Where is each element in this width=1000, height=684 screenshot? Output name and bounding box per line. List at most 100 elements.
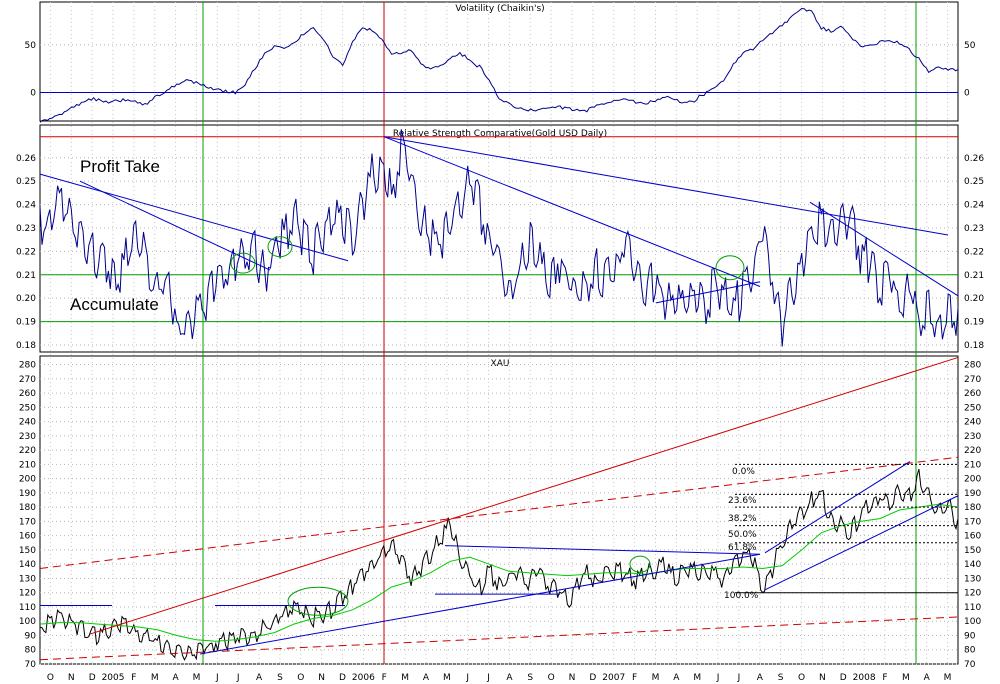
highlight-circle-1 (267, 236, 293, 258)
xau-support (199, 553, 761, 655)
fib-label-618: 61.8% (728, 543, 757, 553)
y-tick-label: 150 (19, 546, 36, 556)
highlight-circle-0 (230, 252, 256, 274)
y-tick-label: 0.23 (16, 224, 36, 234)
y-tick-label: 0.26 (16, 154, 36, 164)
y-tick-label: 90 (25, 631, 37, 641)
y-tick-label: 70 (25, 660, 37, 670)
x-tick-label: M (652, 673, 660, 683)
y-tick-label: 250 (964, 403, 981, 413)
y-tick-label: 180 (19, 503, 36, 513)
xau-channel-blue-high (764, 461, 911, 554)
x-tick-label: J (716, 673, 720, 683)
xau-moving-average (39, 503, 959, 642)
y-tick-label: 210 (19, 460, 36, 470)
fib-label-100: 100.0% (724, 591, 759, 601)
x-tick-label: O (548, 673, 555, 683)
xau-channel-low (39, 616, 959, 661)
x-tick-label: M (944, 673, 952, 683)
rsc-title: Relative Strength Comparative(Gold USD D… (393, 129, 607, 139)
y-tick-label: 50 (25, 41, 37, 51)
x-tick-label: A (506, 673, 513, 683)
y-tick-label: 0.22 (16, 247, 36, 257)
y-tick-label: 90 (964, 631, 976, 641)
y-tick-label: 80 (964, 646, 976, 656)
x-tick-label: 2005 (102, 673, 125, 683)
y-tick-label: 130 (19, 574, 36, 584)
fib-label-50: 50.0% (728, 530, 757, 540)
x-tick-label: 2007 (602, 673, 625, 683)
y-tick-label: 270 (964, 375, 981, 385)
x-tick-label: 2006 (352, 673, 375, 683)
rsc-trend-1 (39, 173, 349, 262)
y-tick-label: 210 (964, 460, 981, 470)
y-tick-label: 140 (964, 560, 981, 570)
y-tick-label: 280 (964, 361, 981, 371)
y-tick-label: 110 (964, 603, 981, 613)
x-tick-label: O (798, 673, 805, 683)
xau-price-line (39, 468, 959, 661)
highlight-circle-4 (629, 555, 651, 573)
volatility-line (39, 7, 959, 123)
x-tick-label: D (840, 673, 847, 683)
y-tick-label: 240 (19, 418, 36, 428)
xau-trend-up (89, 356, 959, 635)
xau-title: XAU (491, 359, 510, 369)
y-tick-label: 120 (964, 589, 981, 599)
x-tick-label: N (318, 673, 325, 683)
x-tick-label: F (131, 673, 136, 683)
y-tick-label: 100 (19, 617, 36, 627)
fib-label-236: 23.6% (728, 496, 757, 506)
y-tick-label: 0 (964, 88, 970, 98)
y-tick-label: 190 (964, 489, 981, 499)
y-tick-label: 0.23 (964, 224, 984, 234)
x-tick-label: N (569, 673, 576, 683)
y-tick-label: 240 (964, 418, 981, 428)
rsc-trend-2 (79, 180, 271, 271)
y-tick-label: 280 (19, 361, 36, 371)
y-tick-label: 170 (19, 517, 36, 527)
x-tick-label: F (882, 673, 887, 683)
x-tick-label: A (173, 673, 180, 683)
x-tick-label: 2008 (853, 673, 876, 683)
y-tick-label: 0.25 (16, 177, 36, 187)
y-tick-label: 0.20 (16, 294, 36, 304)
x-tick-label: A (924, 673, 931, 683)
y-tick-label: 220 (19, 446, 36, 456)
y-tick-label: 260 (964, 389, 981, 399)
x-tick-label: N (68, 673, 75, 683)
x-tick-label: J (215, 673, 219, 683)
x-tick-label: D (89, 673, 96, 683)
y-tick-label: 0.25 (964, 177, 984, 187)
y-tick-label: 0.19 (964, 318, 984, 328)
rsc-trend-4 (383, 136, 761, 287)
rsc-trend-5 (655, 281, 761, 304)
x-tick-label: S (778, 673, 784, 683)
x-tick-label: O (297, 673, 304, 683)
y-tick-label: 130 (964, 574, 981, 584)
y-tick-label: 0.26 (964, 154, 984, 164)
y-tick-label: 0.20 (964, 294, 984, 304)
x-tick-label: J (236, 673, 240, 683)
x-tick-label: M (902, 673, 910, 683)
x-tick-label: M (193, 673, 201, 683)
y-tick-label: 200 (19, 475, 36, 485)
y-tick-label: 230 (19, 432, 36, 442)
y-tick-label: 140 (19, 560, 36, 570)
x-tick-label: M (693, 673, 701, 683)
x-tick-label: A (673, 673, 680, 683)
xau-resistance-3 (444, 545, 761, 555)
x-tick-label: N (819, 673, 826, 683)
y-tick-label: 120 (19, 589, 36, 599)
rsc-trend-6 (809, 201, 959, 297)
xau-channel-blue-low (764, 495, 959, 591)
y-tick-label: 70 (964, 660, 976, 670)
volatility-title: Volatility (Chaikin's) (455, 4, 544, 14)
y-tick-label: 80 (25, 646, 37, 656)
y-tick-label: 0.24 (16, 201, 36, 211)
y-tick-label: 200 (964, 475, 981, 485)
rsc-line (39, 129, 959, 347)
y-tick-label: 0.21 (16, 271, 36, 281)
x-tick-label: J (465, 673, 469, 683)
